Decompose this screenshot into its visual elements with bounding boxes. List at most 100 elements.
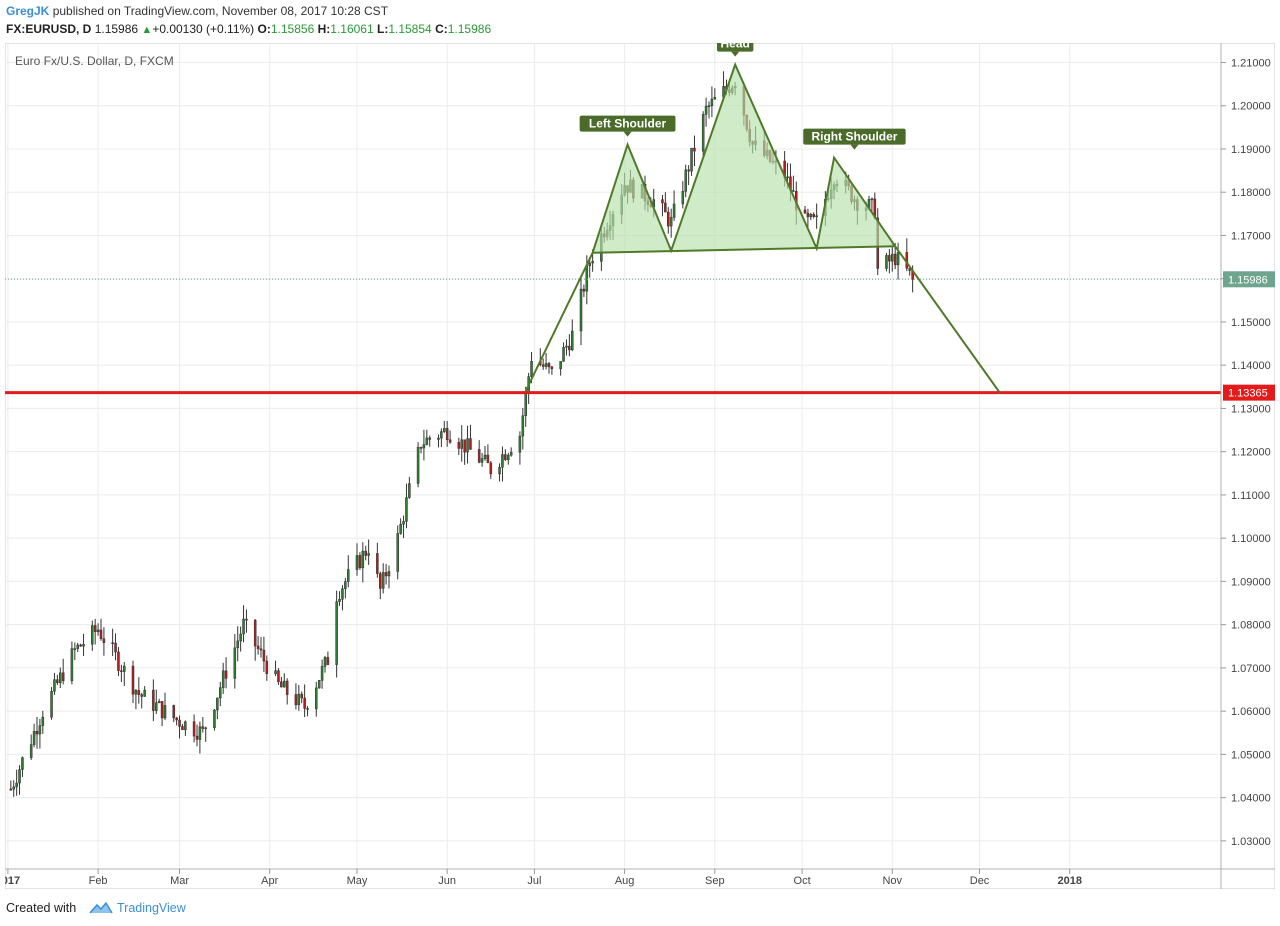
high-label: H: [317,22,331,36]
candle-body [486,454,490,464]
price-tick-label: 1.12000 [1231,447,1271,459]
candle-body [672,203,676,218]
candle-body [550,366,554,370]
candle-body [687,169,690,172]
candle-body [416,447,420,484]
candle-body [306,708,309,710]
candle-body [667,211,670,227]
tradingview-brand-link[interactable]: TradingView [117,901,186,915]
candle-body [280,681,283,688]
candle-body [399,523,402,534]
candle-body [21,757,24,770]
price-tick-label: 1.09000 [1231,576,1271,588]
price-tick-label: 1.21000 [1231,57,1271,69]
candle-body [559,361,562,370]
candle-body [224,670,228,679]
candle-body [59,672,62,683]
price-tick-label: 1.14000 [1231,360,1271,372]
candle-body [79,644,82,647]
candle-body [815,215,818,218]
price-tick-label: 1.10000 [1231,533,1271,545]
candle-body [501,454,504,468]
open-label: O: [257,22,271,36]
candle-body [358,555,362,569]
candle-body [111,642,114,644]
candle-body [457,442,461,449]
price-tick-label: 1.15000 [1231,317,1271,329]
price-tick-label: 1.06000 [1231,706,1271,718]
candle-body [498,466,501,475]
candle-body [710,98,714,107]
created-with-text: Created with [6,901,77,915]
candle-body [233,647,237,679]
price-axis[interactable]: 1.210001.200001.190001.180001.170001.160… [1220,43,1275,889]
candle-body [870,198,874,201]
candle-body [364,550,367,556]
candle-body [477,449,481,463]
author-link[interactable]: GregJK [6,4,50,18]
price-chart[interactable]: Left Shoulder Head Right Shoulder 1.21000 1… [0,35,1276,890]
candle-body [701,114,705,152]
candle-body [35,730,39,735]
candle-body [792,190,795,192]
price-tick-label: 1.19000 [1231,144,1271,156]
time-tick-label: 2017 [5,875,20,887]
time-tick-label: Aug [615,875,635,887]
candle-body [216,697,219,711]
candle-body [219,687,222,699]
candle-body [242,618,245,635]
candle-body [669,217,673,227]
tradingview-logo-icon [88,899,114,922]
candle-body [131,665,135,695]
candle-body [9,788,13,791]
candle-body [265,660,269,674]
candle-body [568,345,571,351]
candle-body [317,680,321,689]
time-axis[interactable]: 2017 Feb Mar Apr May Jun Jul Aug Sep Oct Nov Dec 201… [0,868,1275,887]
candle-body [893,253,897,266]
candle-body [41,716,45,726]
time-tick-label: May [347,875,368,887]
candle-body [114,642,117,653]
time-tick-label: Sep [705,875,725,887]
candle-body [236,640,239,649]
candle-body [29,744,33,758]
candle-body [707,105,711,108]
candle-body [73,648,77,650]
open-value: 1.15856 [270,22,315,36]
support-level-label: 1.13365 [1228,388,1268,400]
time-tick-label: Feb [89,875,108,887]
candle-body [809,214,813,218]
published-text: published on TradingView.com, November 0… [52,4,389,18]
pattern-zigzag [524,61,1001,394]
candle-body [806,212,810,218]
pattern-label-pointer [731,51,740,57]
candle-body [355,555,359,570]
candle-body [326,657,330,665]
candle-body [294,694,298,706]
candle-body [469,438,472,450]
candle-body [213,709,216,729]
candle-body [297,693,301,706]
candle-body [172,705,175,719]
candle-body [565,345,568,348]
candle-body [448,439,452,443]
time-tick-label: Mar [170,875,189,887]
candle-body [541,364,545,367]
candle-body [812,214,815,217]
time-tick-label: Apr [261,875,278,887]
candle-body [99,629,103,639]
neckline [592,245,896,254]
symbol: FX:EURUSD, D [6,22,92,36]
price-tick-label: 1.03000 [1231,836,1271,848]
candle-body [891,253,894,262]
candle-body [50,691,53,718]
chart-area[interactable]: Left Shoulder Head Right Shoulder 1.21000 1… [0,35,1276,890]
last-price-label: 1.15986 [1228,274,1268,286]
candle-body [419,447,423,449]
candle-body [367,553,370,556]
candle-body [140,694,143,697]
candle-body [120,670,123,672]
candle-body [335,601,338,665]
candle-body [32,730,36,745]
